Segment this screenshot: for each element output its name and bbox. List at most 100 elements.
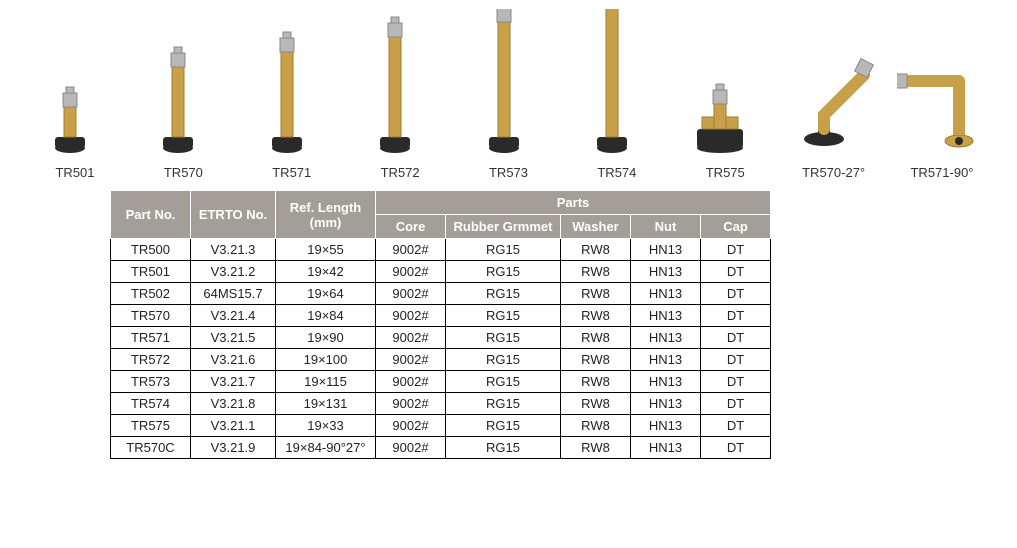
product-label: TR574 [597, 165, 636, 180]
table-cell: 19×55 [276, 239, 376, 261]
table-cell: RG15 [446, 327, 561, 349]
product-label: TR570-27° [802, 165, 865, 180]
table-row: TR570CV3.21.919×84-90°27°9002#RG15RW8HN1… [111, 437, 771, 459]
table-cell: 9002# [376, 239, 446, 261]
product-label: TR571-90° [910, 165, 973, 180]
table-cell: RG15 [446, 283, 561, 305]
table-cell: V3.21.1 [191, 415, 276, 437]
table-cell: RG15 [446, 393, 561, 415]
table-cell: 19×90 [276, 327, 376, 349]
table-cell: 9002# [376, 349, 446, 371]
product-TR570: TR570 [138, 9, 228, 180]
table-cell: RG15 [446, 261, 561, 283]
table-cell: RW8 [561, 437, 631, 459]
table-row: TR570V3.21.419×849002#RG15RW8HN13DT [111, 305, 771, 327]
table-cell: DT [701, 283, 771, 305]
th-partno: Part No. [111, 191, 191, 239]
valve-icon [897, 9, 987, 159]
table-cell: TR575 [111, 415, 191, 437]
table-cell: 9002# [376, 305, 446, 327]
product-TR571: TR571 [247, 9, 337, 180]
table-cell: RW8 [561, 283, 631, 305]
product-label: TR571 [272, 165, 311, 180]
table-cell: TR570C [111, 437, 191, 459]
table-row: TR50264MS15.719×649002#RG15RW8HN13DT [111, 283, 771, 305]
table-cell: RG15 [446, 437, 561, 459]
valve-icon [464, 9, 554, 159]
table-cell: 9002# [376, 393, 446, 415]
table-cell: V3.21.5 [191, 327, 276, 349]
table-cell: RW8 [561, 327, 631, 349]
table-row: TR571V3.21.519×909002#RG15RW8HN13DT [111, 327, 771, 349]
table-cell: DT [701, 327, 771, 349]
th-cap: Cap [701, 215, 771, 239]
table-cell: DT [701, 415, 771, 437]
table-cell: HN13 [631, 261, 701, 283]
table-cell: TR502 [111, 283, 191, 305]
table-cell: 9002# [376, 415, 446, 437]
valve-icon [789, 9, 879, 159]
table-cell: DT [701, 393, 771, 415]
table-cell: HN13 [631, 393, 701, 415]
table-cell: RW8 [561, 393, 631, 415]
table-cell: RW8 [561, 239, 631, 261]
table-cell: 9002# [376, 371, 446, 393]
product-TR573: TR573 [464, 9, 554, 180]
th-core: Core [376, 215, 446, 239]
table-cell: TR571 [111, 327, 191, 349]
table-cell: HN13 [631, 437, 701, 459]
table-cell: RW8 [561, 261, 631, 283]
table-cell: V3.21.9 [191, 437, 276, 459]
valve-icon [355, 9, 445, 159]
valve-icon [138, 9, 228, 159]
table-cell: 9002# [376, 261, 446, 283]
table-cell: HN13 [631, 349, 701, 371]
th-parts: Parts [376, 191, 771, 215]
valve-icon [30, 9, 120, 159]
table-cell: HN13 [631, 239, 701, 261]
table-cell: 19×84-90°27° [276, 437, 376, 459]
table-row: TR501V3.21.219×429002#RG15RW8HN13DT [111, 261, 771, 283]
th-reflen: Ref. Length (mm) [276, 191, 376, 239]
table-cell: V3.21.2 [191, 261, 276, 283]
table-cell: RG15 [446, 415, 561, 437]
th-nut: Nut [631, 215, 701, 239]
table-cell: DT [701, 371, 771, 393]
table-cell: HN13 [631, 305, 701, 327]
valve-icon [247, 9, 337, 159]
table-cell: DT [701, 305, 771, 327]
table-cell: TR501 [111, 261, 191, 283]
table-row: TR573V3.21.719×1159002#RG15RW8HN13DT [111, 371, 771, 393]
table-cell: DT [701, 437, 771, 459]
product-label: TR572 [381, 165, 420, 180]
table-cell: RW8 [561, 305, 631, 327]
table-cell: 19×42 [276, 261, 376, 283]
product-label: TR573 [489, 165, 528, 180]
table-cell: TR570 [111, 305, 191, 327]
table-cell: RG15 [446, 239, 561, 261]
table-cell: DT [701, 349, 771, 371]
table-cell: 19×84 [276, 305, 376, 327]
product-TR572: TR572 [355, 9, 445, 180]
table-cell: V3.21.8 [191, 393, 276, 415]
spec-table-wrap: Part No. ETRTO No. Ref. Length (mm) Part… [20, 190, 997, 459]
table-cell: V3.21.4 [191, 305, 276, 327]
table-cell: TR500 [111, 239, 191, 261]
table-cell: RW8 [561, 349, 631, 371]
table-cell: 64MS15.7 [191, 283, 276, 305]
table-cell: V3.21.7 [191, 371, 276, 393]
table-cell: HN13 [631, 415, 701, 437]
table-row: TR572V3.21.619×1009002#RG15RW8HN13DT [111, 349, 771, 371]
product-TR574: TR574 [572, 9, 662, 180]
table-cell: RW8 [561, 371, 631, 393]
spec-tbody: TR500V3.21.319×559002#RG15RW8HN13DTTR501… [111, 239, 771, 459]
spec-table: Part No. ETRTO No. Ref. Length (mm) Part… [110, 190, 771, 459]
product-label: TR501 [55, 165, 94, 180]
table-cell: HN13 [631, 327, 701, 349]
table-cell: 9002# [376, 437, 446, 459]
table-cell: RG15 [446, 349, 561, 371]
table-cell: TR574 [111, 393, 191, 415]
table-row: TR500V3.21.319×559002#RG15RW8HN13DT [111, 239, 771, 261]
table-cell: HN13 [631, 371, 701, 393]
table-cell: 19×64 [276, 283, 376, 305]
